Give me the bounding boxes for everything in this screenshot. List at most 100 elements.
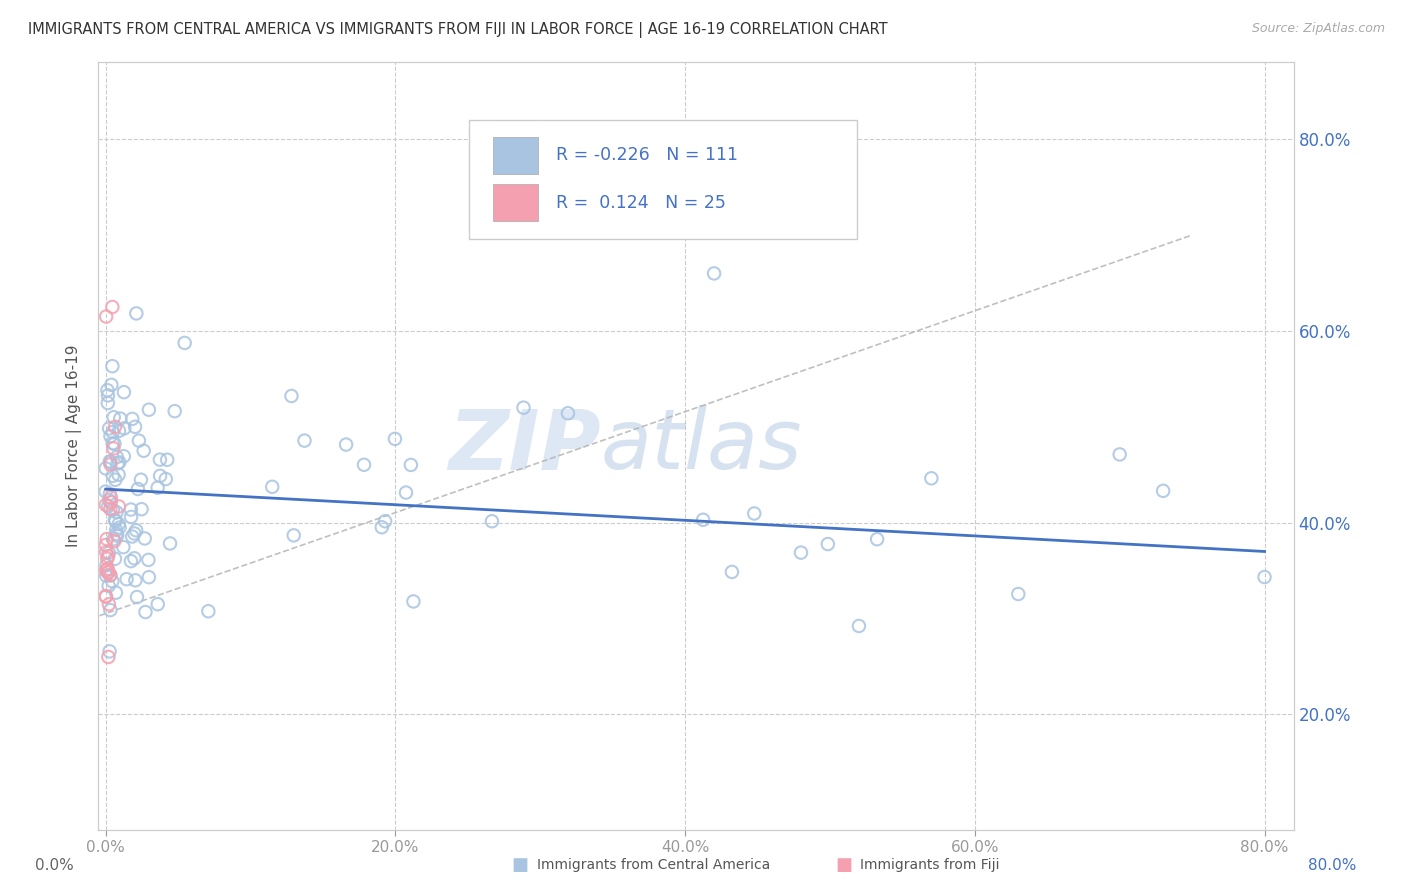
- Point: [97, 562, 120, 576]
- Point: [97, 597, 120, 611]
- Point: [96, 568, 118, 582]
- Point: [100, 429, 122, 443]
- Point: [163, 404, 186, 418]
- Point: [94, 461, 117, 475]
- Point: [159, 536, 181, 550]
- Point: [817, 537, 839, 551]
- Text: ZIP: ZIP: [447, 406, 600, 486]
- Point: [197, 604, 219, 618]
- Point: [97, 579, 120, 593]
- Point: [103, 442, 125, 456]
- Point: [100, 457, 122, 471]
- Point: [96, 383, 118, 397]
- Point: [94, 590, 117, 604]
- Point: [103, 532, 125, 546]
- Point: [512, 401, 534, 415]
- Text: R =  0.124   N = 25: R = 0.124 N = 25: [557, 194, 725, 211]
- Point: [395, 485, 418, 500]
- Point: [98, 455, 121, 469]
- Point: [107, 467, 129, 482]
- Point: [146, 597, 169, 611]
- Point: [1152, 483, 1174, 498]
- Point: [1007, 587, 1029, 601]
- Point: [108, 500, 131, 514]
- Point: [104, 585, 127, 599]
- Point: [134, 532, 156, 546]
- Y-axis label: In Labor Force | Age 16-19: In Labor Force | Age 16-19: [66, 344, 83, 548]
- Text: Immigrants from Fiji: Immigrants from Fiji: [860, 858, 1000, 872]
- Point: [97, 388, 120, 402]
- Point: [97, 396, 120, 410]
- Point: [96, 551, 118, 566]
- Point: [283, 528, 305, 542]
- Point: [692, 513, 714, 527]
- Point: [149, 468, 172, 483]
- Point: [101, 503, 124, 517]
- Point: [96, 558, 118, 573]
- Point: [128, 434, 150, 448]
- Point: [129, 473, 152, 487]
- Point: [103, 534, 125, 549]
- Text: IMMIGRANTS FROM CENTRAL AMERICA VS IMMIGRANTS FROM FIJI IN LABOR FORCE | AGE 16-: IMMIGRANTS FROM CENTRAL AMERICA VS IMMIG…: [28, 22, 887, 38]
- Point: [100, 568, 122, 582]
- Point: [124, 574, 146, 588]
- Point: [132, 443, 155, 458]
- Point: [721, 565, 744, 579]
- Point: [94, 498, 117, 512]
- Point: [703, 266, 725, 280]
- Point: [97, 546, 120, 560]
- Point: [108, 455, 131, 469]
- Point: [125, 524, 148, 538]
- Point: [125, 590, 148, 604]
- Point: [97, 566, 120, 580]
- Point: [124, 526, 146, 541]
- Point: [353, 458, 375, 472]
- Point: [101, 574, 124, 589]
- Point: [371, 520, 394, 534]
- Point: [104, 514, 127, 528]
- Point: [262, 480, 284, 494]
- Point: [105, 526, 128, 541]
- Point: [104, 552, 127, 566]
- Point: [124, 551, 146, 566]
- Point: [557, 406, 579, 420]
- Point: [107, 516, 129, 531]
- Text: Source: ZipAtlas.com: Source: ZipAtlas.com: [1251, 22, 1385, 36]
- Point: [96, 532, 118, 546]
- Point: [156, 452, 179, 467]
- Point: [112, 421, 135, 435]
- Point: [294, 434, 316, 448]
- Point: [101, 425, 124, 440]
- Point: [98, 454, 121, 468]
- Point: [104, 473, 127, 487]
- Point: [103, 436, 125, 450]
- Point: [402, 594, 425, 608]
- Point: [112, 449, 135, 463]
- Point: [155, 472, 177, 486]
- Point: [98, 487, 121, 501]
- Point: [98, 568, 121, 582]
- Point: [374, 514, 396, 528]
- FancyBboxPatch shape: [494, 136, 538, 174]
- Point: [1253, 570, 1275, 584]
- Point: [848, 619, 870, 633]
- Point: [149, 452, 172, 467]
- Point: [100, 491, 122, 505]
- Point: [280, 389, 302, 403]
- Point: [100, 377, 122, 392]
- Point: [112, 385, 135, 400]
- Point: [103, 410, 125, 425]
- Point: [124, 420, 146, 434]
- Point: [481, 514, 503, 528]
- Point: [98, 502, 121, 516]
- Point: [104, 420, 127, 434]
- Point: [101, 300, 124, 314]
- Point: [98, 644, 121, 658]
- Text: Immigrants from Central America: Immigrants from Central America: [537, 858, 770, 872]
- Text: ■: ■: [512, 856, 529, 874]
- Point: [790, 546, 813, 560]
- Point: [94, 310, 117, 324]
- Point: [105, 523, 128, 537]
- Point: [98, 603, 121, 617]
- Point: [121, 529, 143, 543]
